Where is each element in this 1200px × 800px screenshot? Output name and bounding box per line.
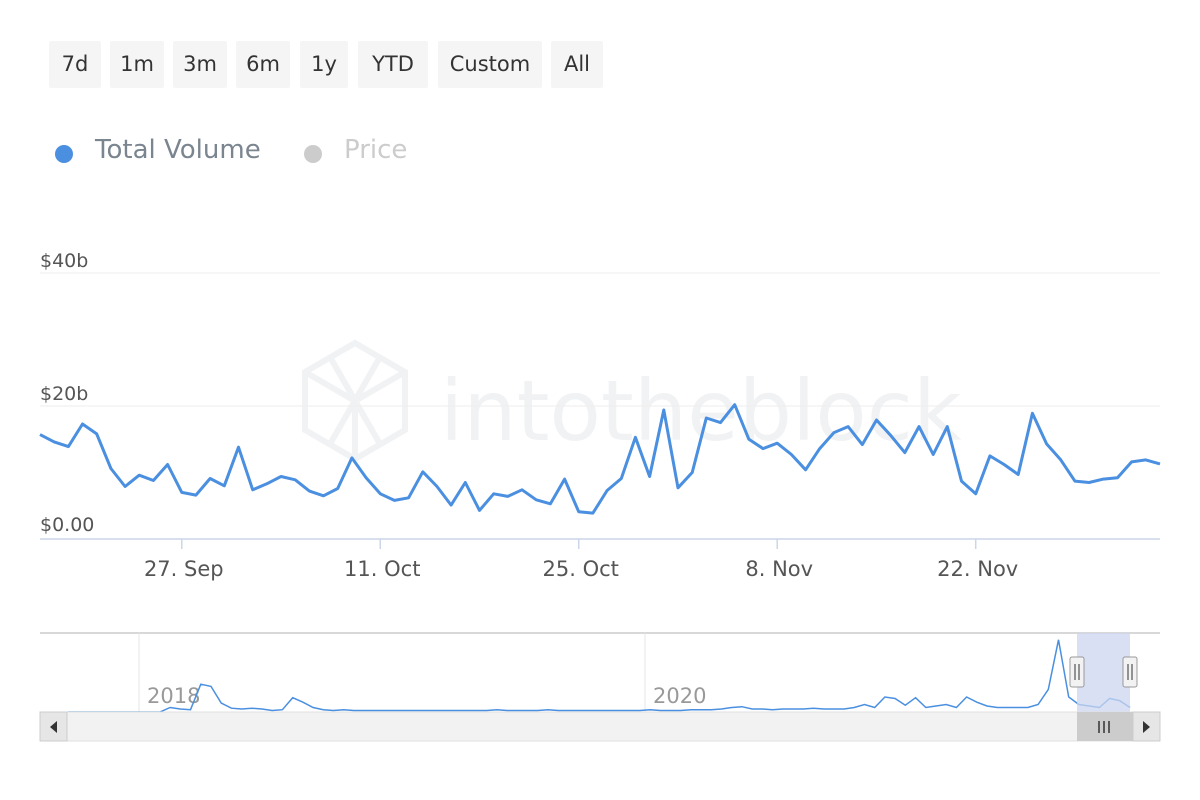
legend-dot-icon xyxy=(55,145,73,163)
range-button-ytd[interactable]: YTD xyxy=(358,41,428,88)
x-tick-label: 25. Oct xyxy=(543,557,619,581)
range-button-all[interactable]: All xyxy=(551,41,603,88)
legend-label: Price xyxy=(344,135,408,165)
watermark-logo-icon xyxy=(302,339,408,463)
grid xyxy=(40,272,1160,407)
series-line-total-volume xyxy=(39,403,1161,515)
navigator: 2018 2020 xyxy=(39,632,1161,742)
navigator-year-label: 2020 xyxy=(653,684,706,708)
watermark: intotheblock xyxy=(302,339,962,463)
legend-label: Total Volume xyxy=(95,135,261,165)
x-axis: 27. Sep 11. Oct 25. Oct 8. Nov 22. Nov xyxy=(40,538,1160,581)
range-button-6m[interactable]: 6m xyxy=(236,41,290,88)
navigator-right-handle[interactable] xyxy=(1122,656,1138,688)
legend-dot-icon xyxy=(304,145,322,163)
x-tick-label: 8. Nov xyxy=(745,557,813,581)
navigator-scrollbar[interactable] xyxy=(39,711,1161,742)
series-layer xyxy=(39,403,1162,515)
scroll-right-button[interactable] xyxy=(1132,711,1161,742)
scroll-left-button[interactable] xyxy=(39,711,68,742)
range-button-1y[interactable]: 1y xyxy=(300,41,348,88)
navigator-selected-range[interactable] xyxy=(1077,633,1130,712)
scrollbar-track[interactable] xyxy=(39,711,1161,742)
range-button-custom[interactable]: Custom xyxy=(438,41,542,88)
y-axis: $0.00 $20b $40b xyxy=(40,250,94,536)
handle-body[interactable] xyxy=(1069,656,1085,688)
arrow-right-icon xyxy=(1143,721,1150,733)
x-tick-label: 27. Sep xyxy=(144,557,224,581)
legend-item-total-volume[interactable]: Total Volume xyxy=(55,132,280,168)
range-button-3m[interactable]: 3m xyxy=(173,41,227,88)
arrow-left-icon xyxy=(50,721,57,733)
x-tick-label: 22. Nov xyxy=(937,557,1018,581)
navigator-left-handle[interactable] xyxy=(1069,656,1085,688)
y-tick-label: $20b xyxy=(40,383,88,405)
scrollbar-thumb-body[interactable] xyxy=(1077,712,1133,741)
y-tick-label: $0.00 xyxy=(40,514,94,536)
range-button-7d[interactable]: 7d xyxy=(49,41,101,88)
navigator-year-label: 2018 xyxy=(147,684,200,708)
watermark-text: intotheblock xyxy=(440,362,962,460)
scrollbar-thumb[interactable] xyxy=(1077,712,1133,741)
y-tick-label: $40b xyxy=(40,250,88,272)
handle-body[interactable] xyxy=(1122,656,1138,688)
legend-item-price[interactable]: Price xyxy=(304,132,414,168)
range-button-1m[interactable]: 1m xyxy=(110,41,164,88)
navigator-series-line xyxy=(68,639,1131,713)
series-points xyxy=(39,403,1162,514)
x-tick-label: 11. Oct xyxy=(344,557,420,581)
